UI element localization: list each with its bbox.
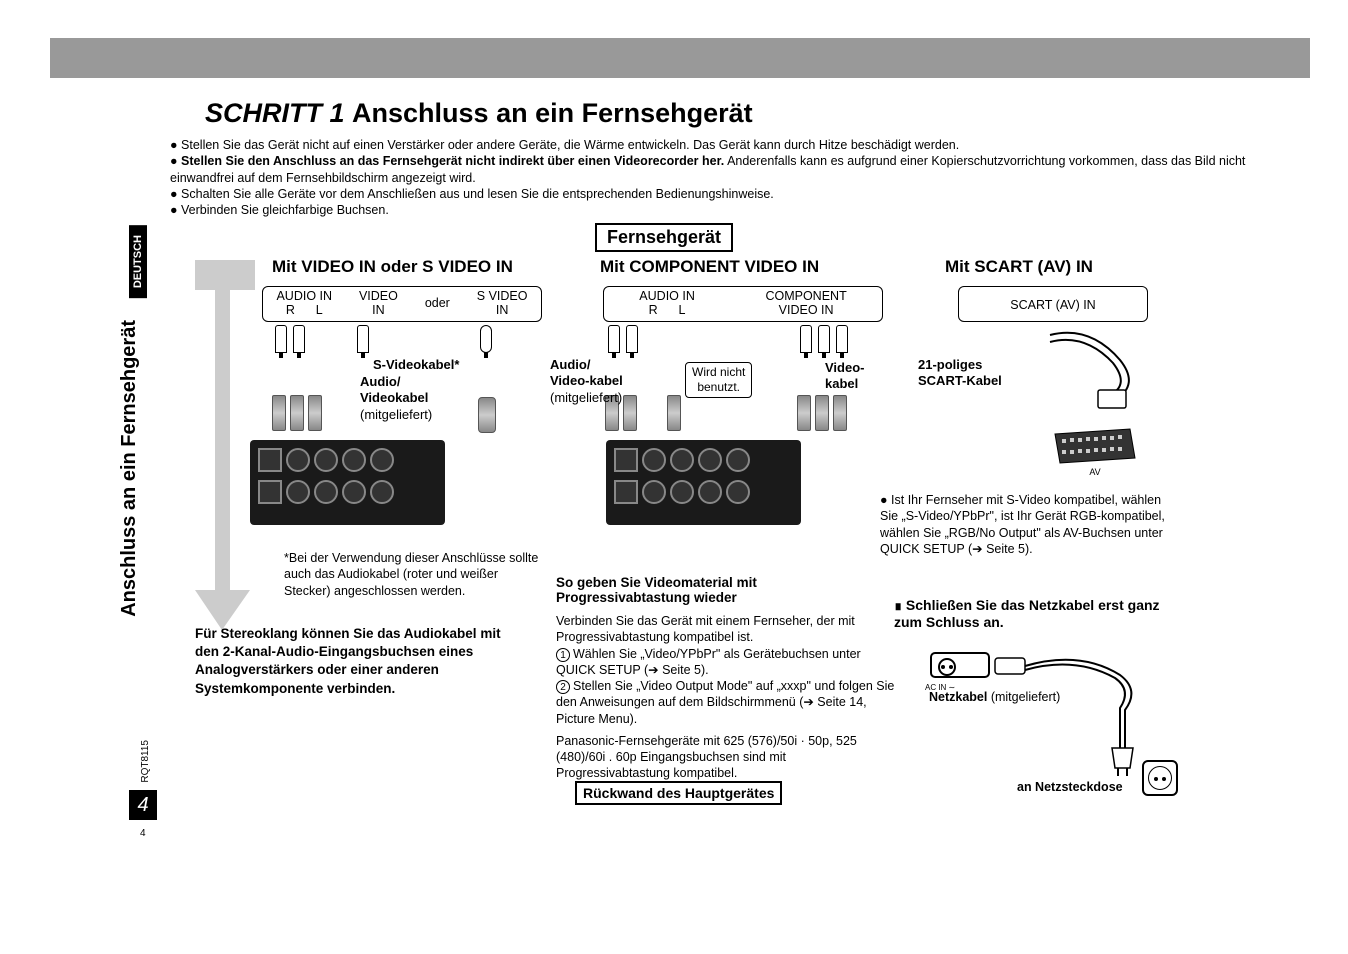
p1-oder: oder bbox=[425, 297, 450, 311]
bullet-2: Stellen Sie den Anschluss an das Fernseh… bbox=[170, 153, 1300, 186]
header-grey-bar bbox=[50, 38, 1310, 78]
plug-svideo-1 bbox=[478, 397, 496, 433]
scart-av-label: AV bbox=[1050, 467, 1140, 477]
jacks-audio-2 bbox=[608, 325, 638, 353]
progressive-step-1: 1Wählen Sie „Video/YPbPr" als Gerätebuch… bbox=[556, 646, 901, 679]
p2-audio-in: AUDIO IN bbox=[639, 290, 695, 304]
plugs-component-2 bbox=[797, 395, 847, 431]
progressive-intro: Verbinden Sie das Gerät mit einem Fernse… bbox=[556, 613, 901, 646]
grey-flow-arrow bbox=[195, 260, 255, 630]
port-box-2: AUDIO INR L COMPONENTVIDEO IN bbox=[603, 286, 883, 322]
page-number: 4 bbox=[129, 790, 157, 820]
power-cable-heading: Schließen Sie das Netzkabel erst ganz zu… bbox=[894, 597, 1184, 630]
bullet-2-bold: Stellen Sie den Anschluss an das Fernseh… bbox=[181, 154, 724, 168]
port-box-3: SCART (AV) IN bbox=[958, 286, 1148, 322]
rear-panel-diagram-1 bbox=[250, 440, 445, 525]
section-scart: Mit SCART (AV) IN bbox=[945, 257, 1093, 277]
label-unused: Wird nichtbenutzt. bbox=[685, 362, 752, 398]
label-av-cable-2: Audio/Video-kabel(mitgeliefert) bbox=[550, 357, 623, 406]
port-box-1: AUDIO INR L VIDEOIN oder S VIDEOIN bbox=[262, 286, 542, 322]
scart-compatibility-note: Ist Ihr Fernseher mit S-Video kompatibel… bbox=[880, 492, 1175, 557]
section-component: Mit COMPONENT VIDEO IN bbox=[600, 257, 819, 277]
rear-panel-diagram-2 bbox=[606, 440, 801, 525]
bullet-4: Verbinden Sie gleichfarbige Buchsen. bbox=[170, 202, 1300, 218]
warning-bullets: Stellen Sie das Gerät nicht auf einen Ve… bbox=[170, 137, 1300, 218]
ac-in-socket bbox=[930, 652, 990, 678]
progressive-body: Verbinden Sie das Gerät mit einem Fernse… bbox=[556, 613, 901, 782]
jack-svideo-1 bbox=[480, 325, 492, 353]
page-number-small: 4 bbox=[140, 828, 146, 839]
page-title: SCHRITT 1 Anschluss an ein Fernsehgerät bbox=[205, 98, 1300, 129]
section-video-svideo: Mit VIDEO IN oder S VIDEO IN bbox=[272, 257, 513, 277]
progressive-footer: Panasonic-Fernsehgeräte mit 625 (576)/50… bbox=[556, 733, 901, 782]
stereo-note: Für Stereoklang können Sie das Audiokabe… bbox=[195, 625, 525, 698]
plug-unused-2 bbox=[667, 395, 681, 431]
outlet-label: an Netzsteckdose bbox=[1017, 780, 1123, 794]
p1-svideo-in: S VIDEOIN bbox=[477, 290, 528, 318]
p1-video-in: VIDEOIN bbox=[359, 290, 398, 318]
progressive-heading: So geben Sie Videomaterial mit Progressi… bbox=[556, 575, 886, 605]
language-tab: DEUTSCH bbox=[129, 225, 147, 298]
side-vertical-title: Anschluss an ein Fernsehgerät bbox=[118, 320, 141, 617]
power-outlet-icon bbox=[1142, 760, 1178, 796]
label-av-cable: Audio/Videokabel(mitgeliefert) bbox=[360, 374, 432, 423]
title-step: SCHRITT 1 bbox=[205, 98, 345, 128]
progressive-step-2: 2Stellen Sie „Video Output Mode" auf „xx… bbox=[556, 678, 901, 727]
title-rest: Anschluss an ein Fernsehgerät bbox=[352, 98, 753, 128]
label-svideo-cable: S-Videokabel* bbox=[373, 357, 459, 373]
label-video-cable: Video-kabel bbox=[825, 360, 865, 393]
p1-rl: R L bbox=[276, 304, 332, 318]
p1-audio-in: AUDIO IN bbox=[276, 290, 332, 304]
power-cable-drawing bbox=[990, 650, 1140, 780]
scart-connector: AV bbox=[1050, 426, 1140, 466]
p2-rl: R L bbox=[639, 304, 695, 318]
footnote-svideo: *Bei der Verwendung dieser Anschlüsse so… bbox=[284, 550, 544, 599]
jacks-audio-1 bbox=[275, 325, 305, 353]
bullet-1: Stellen Sie das Gerät nicht auf einen Ve… bbox=[170, 137, 1300, 153]
scart-cable-drawing bbox=[1020, 330, 1150, 430]
jacks-component-2 bbox=[800, 325, 848, 353]
p2-component: COMPONENTVIDEO IN bbox=[765, 290, 846, 318]
doc-code: RQT8115 bbox=[140, 740, 151, 783]
plugs-av-1 bbox=[272, 395, 322, 431]
jack-video-1 bbox=[357, 325, 369, 353]
label-scart-cable: 21-poligesSCART-Kabel bbox=[918, 357, 1002, 390]
tv-label-box: Fernsehgerät bbox=[595, 223, 733, 252]
power-cable-label: Netzkabel (mitgeliefert) bbox=[929, 690, 1060, 704]
rear-panel-label: Rückwand des Hauptgerätes bbox=[575, 781, 782, 805]
bullet-3: Schalten Sie alle Geräte vor dem Anschli… bbox=[170, 186, 1300, 202]
